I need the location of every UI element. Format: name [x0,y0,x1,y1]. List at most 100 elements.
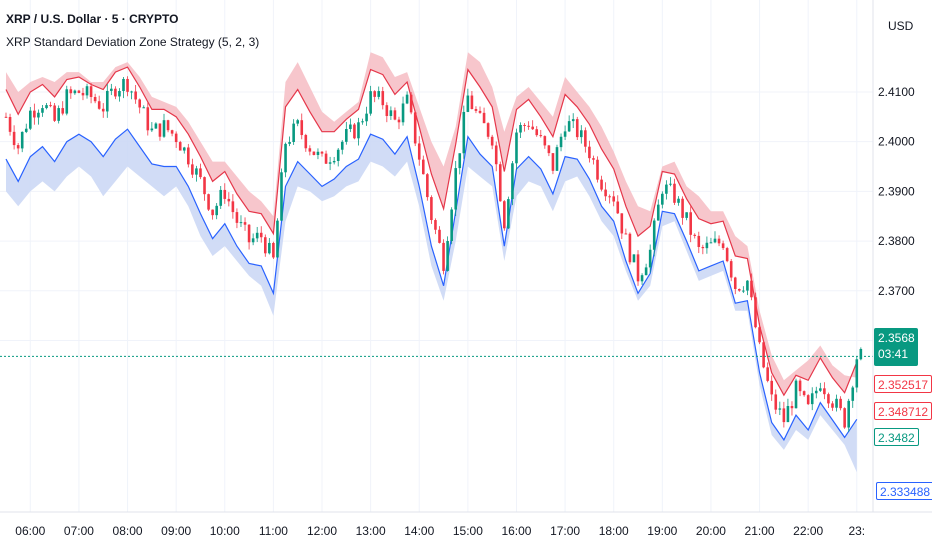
candle-body [632,254,636,263]
candle-body [296,120,300,124]
candle-body [685,212,688,218]
candle-body [29,110,32,129]
last-price-value: 2.3568 [878,331,915,345]
indicator-title[interactable]: XRP Standard Deviation Zone Strategy (5,… [6,35,260,49]
candle-body [219,189,223,206]
candle-body [126,78,129,92]
candle-body [154,123,158,129]
candle-body [746,280,749,291]
candle-body [413,112,417,144]
time-tick-label: 12:00 [307,524,337,538]
time-tick-label: 13:00 [356,524,386,538]
candle-body [697,235,701,247]
candle-body [231,201,235,213]
candle-body [701,246,705,249]
candle-body [33,110,36,118]
candle-body [316,151,320,155]
candle-body [624,233,628,235]
candle-body [421,159,425,175]
candle-body [308,148,312,152]
candle-body [628,233,632,263]
candle-body [77,90,81,93]
candle-body [247,224,251,243]
candle-body [332,160,336,163]
candle-body [559,136,563,148]
candle-body [588,146,591,159]
candle-body [377,91,381,97]
time-tick-label: 06:00 [15,524,45,538]
candle-body [385,105,389,117]
candle-body [300,120,304,136]
candle-body [405,94,409,104]
candle-body [73,90,77,94]
candle-body [430,197,433,221]
candle-body [223,189,227,199]
candle-body [85,86,89,96]
candle-body [689,212,692,235]
candle-body [24,128,28,132]
candle-body [579,130,583,138]
candle-body [442,242,445,271]
candle-body [170,130,174,134]
candle-body [786,406,790,423]
candle-body [207,194,210,210]
candle-body [693,234,697,236]
candle-body [349,124,352,130]
candle-body [721,243,725,249]
candle-body [122,78,125,91]
candle-body [255,232,259,239]
upper-mid-tag: 2.348712 [874,402,932,420]
grid-lines [0,0,873,512]
candle-body [681,198,684,218]
time-tick-label: 18:00 [599,524,629,538]
candle-body [215,205,218,216]
price-tick-label: 2.3900 [878,184,915,198]
symbol-title[interactable]: XRP / U.S. Dollar · 5 · CRYPTO [6,12,179,26]
price-tick-label: 2.3700 [878,284,915,298]
candle-body [142,107,146,109]
currency-label[interactable]: USD [888,19,914,33]
candle-body [288,142,291,144]
candle-body [592,158,595,160]
candle-body [486,123,490,137]
candle-body [20,131,24,149]
candle-body [45,105,48,109]
candle-body [567,121,571,132]
candle-body [166,120,170,131]
candle-body [195,168,198,175]
candle-body [527,125,530,127]
time-tick-label: 10:00 [210,524,240,538]
candle-body [584,130,587,147]
candle-body [782,408,786,423]
time-tick-label: 17:00 [550,524,580,538]
candle-body [263,237,267,254]
candle-body [312,151,316,155]
candle-body [535,129,539,136]
candle-body [361,121,364,123]
upper-band-tag: 2.352517 [874,375,932,393]
candle-body [742,290,745,292]
candle-body [434,220,437,230]
candle-body [644,267,648,276]
candle-body [187,147,190,165]
candle-body [182,147,186,151]
time-axis[interactable]: 06:00 07:00 08:00 09:00 10:00 11:00 12:00 13:00… [15,524,865,538]
time-tick-label: 15:00 [453,524,483,538]
candle-body [596,159,599,180]
time-tick-label: 14:00 [404,524,434,538]
candle-body [600,179,603,190]
candle-body [750,280,753,298]
candle-body [458,153,462,169]
candle-body [511,163,514,200]
candle-body [336,149,340,161]
candle-body [725,248,729,262]
candle-body [547,145,551,154]
candle-body [608,196,611,198]
price-tick-label: 2.3800 [878,234,915,248]
candle-body [851,387,855,401]
candle-body [89,86,93,98]
candle-body [53,105,56,121]
candle-body [353,124,356,139]
